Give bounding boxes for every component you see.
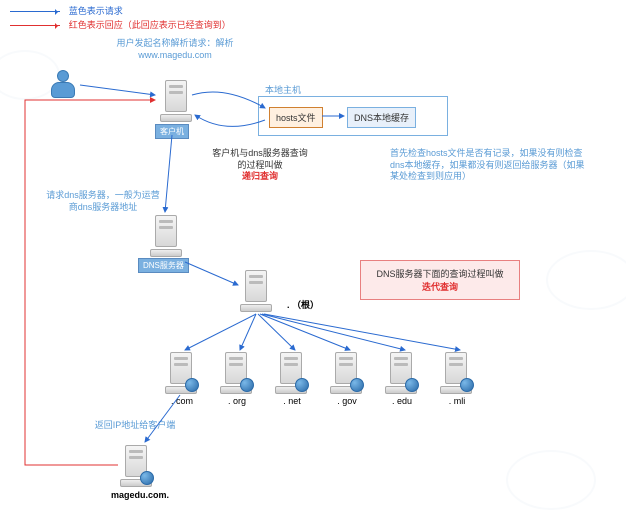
tld-server-icon: [440, 352, 472, 394]
root-server-icon: [240, 270, 272, 312]
tld-label: . edu: [380, 396, 424, 406]
return-note: 返回IP地址给客户端: [80, 420, 190, 432]
tld-label: . com: [160, 396, 204, 406]
legend-blue: 蓝色表示请求: [10, 4, 123, 17]
dns-server-icon: [150, 215, 182, 257]
isp-note: 请求dns服务器，一般为运营 商dns服务器地址: [38, 190, 168, 213]
tld-label: . net: [270, 396, 314, 406]
recursive-note: 客户机与dns服务器查询 的过程叫做 递归查询: [205, 148, 315, 183]
root-label: . （根）: [278, 298, 328, 311]
tld-server-icon: [165, 352, 197, 394]
user-icon: [48, 70, 78, 100]
tld-label: . gov: [325, 396, 369, 406]
hosts-check-note: 首先检查hosts文件是否有记录，如果没有则检查dns本地缓存，如果都没有则返回…: [390, 148, 590, 183]
client-server-icon: [160, 80, 192, 122]
dns-cache-box: DNS本地缓存: [347, 107, 416, 128]
hosts-file-box: hosts文件: [269, 107, 323, 128]
tld-server-icon: [330, 352, 362, 394]
client-label: 客户机: [155, 124, 189, 139]
legend-red: 红色表示回应（此回应表示已经查询到）: [10, 18, 231, 31]
iterative-box: DNS服务器下面的查询过程叫做 迭代查询: [360, 260, 520, 300]
final-label: magedu.com.: [100, 490, 180, 500]
tld-server-icon: [220, 352, 252, 394]
legend-blue-text: 蓝色表示请求: [69, 6, 123, 16]
dns-server-label: DNS服务器: [138, 258, 189, 273]
user-request-note: 用户发起名称解析请求：解析 www.magedu.com: [100, 38, 250, 61]
tld-label: . org: [215, 396, 259, 406]
final-server-icon: [120, 445, 152, 487]
tld-label: . mli: [435, 396, 479, 406]
local-host-frame: 本地主机 hosts文件 DNS本地缓存: [258, 96, 448, 136]
tld-server-icon: [275, 352, 307, 394]
local-host-label: 本地主机: [265, 83, 301, 96]
legend-red-text: 红色表示回应（此回应表示已经查询到）: [69, 20, 231, 30]
tld-server-icon: [385, 352, 417, 394]
